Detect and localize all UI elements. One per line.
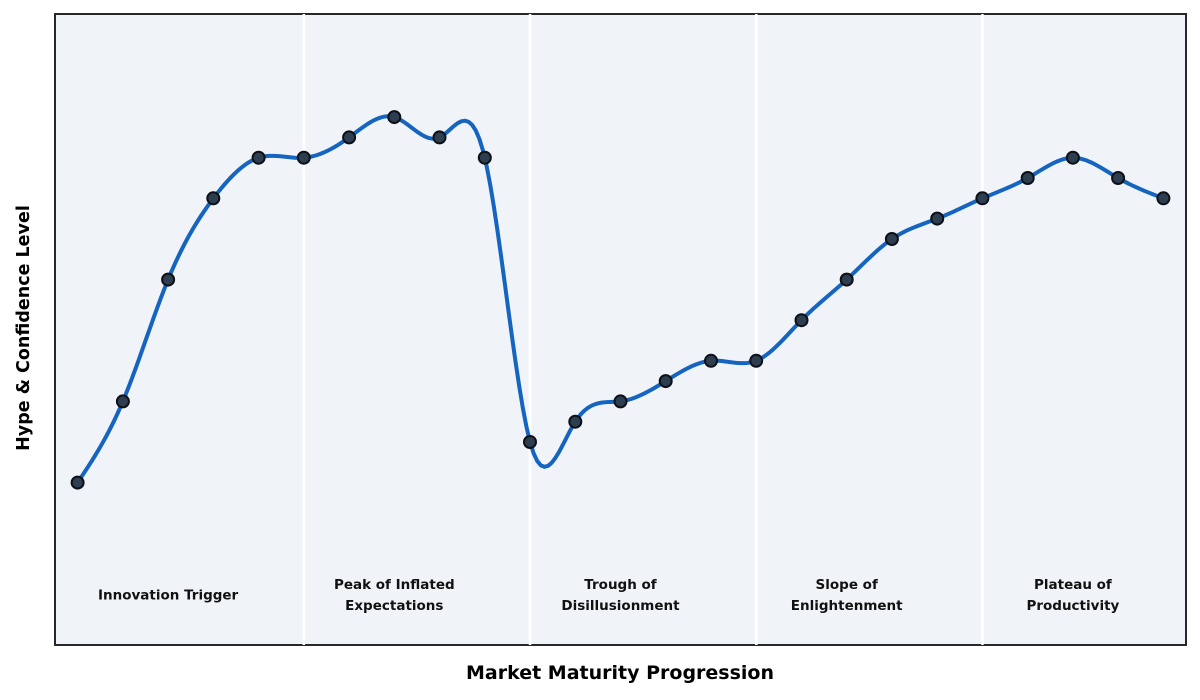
phase-label-line: Disillusionment bbox=[561, 598, 680, 614]
y-axis-label: Hype & Confidence Level bbox=[14, 205, 34, 451]
x-axis-label: Market Maturity Progression bbox=[465, 662, 775, 684]
phase-label-line: Peak of Inflated bbox=[333, 577, 455, 593]
phase-label-innovation-trigger: Innovation Trigger bbox=[98, 586, 238, 607]
phase-label-line: Slope of bbox=[815, 577, 878, 593]
phase-label-line: Enlightenment bbox=[790, 598, 903, 614]
phase-label-line: Expectations bbox=[345, 598, 444, 614]
phase-label-line: Productivity bbox=[1026, 598, 1120, 614]
phase-label-line: Plateau of bbox=[1033, 577, 1112, 593]
phase-label-line: Trough of bbox=[584, 577, 657, 593]
plot-area bbox=[54, 13, 1187, 646]
phase-label-plateau-of-productivity: Plateau of Productivity bbox=[1026, 575, 1119, 617]
phase-label-slope-of-enlightenment: Slope of Enlightenment bbox=[791, 575, 903, 617]
phase-label-peak-of-inflated-expectations: Peak of Inflated Expectations bbox=[334, 575, 455, 617]
phase-label-line: Innovation Trigger bbox=[97, 587, 239, 604]
phase-label-trough-of-disillusionment: Trough of Disillusionment bbox=[561, 575, 679, 617]
